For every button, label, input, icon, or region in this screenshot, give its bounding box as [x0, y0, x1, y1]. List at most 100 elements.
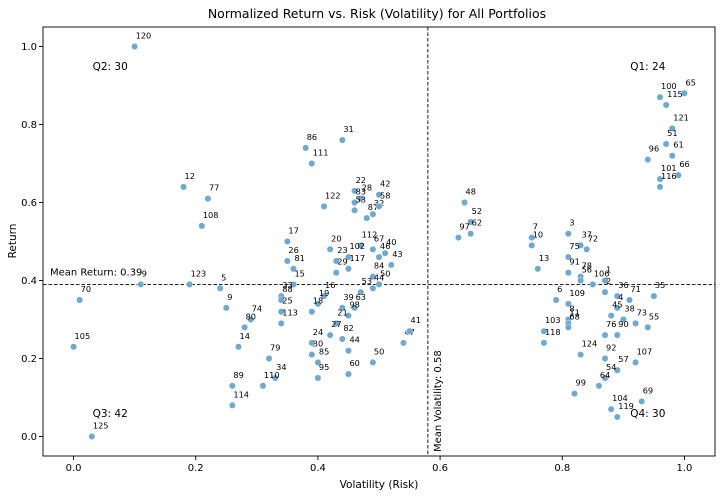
- data-point: [235, 343, 242, 351]
- point-label: 70: [81, 284, 91, 294]
- data-point: [332, 257, 340, 265]
- data-point: [601, 355, 609, 362]
- point-label: 102: [349, 241, 365, 251]
- point-label: 35: [655, 280, 665, 290]
- data-point: [290, 280, 297, 288]
- data-point: [247, 316, 255, 323]
- data-point: [632, 319, 639, 327]
- data-point: [662, 140, 670, 148]
- data-point: [369, 358, 377, 366]
- data-point: [375, 280, 383, 288]
- data-point: [406, 327, 413, 335]
- point-label: 40: [386, 237, 396, 247]
- quadrant-label: Q1: 24: [630, 61, 666, 73]
- data-point: [345, 370, 352, 378]
- point-label: 4: [618, 292, 623, 302]
- point-label: 97: [459, 222, 469, 232]
- point-label: 116: [661, 171, 677, 181]
- point-label: 105: [75, 331, 91, 341]
- point-label: 9: [227, 292, 232, 302]
- point-label: 91: [569, 257, 579, 267]
- point-label: 67: [374, 233, 384, 243]
- point-label: 26: [288, 245, 298, 255]
- data-point: [332, 319, 340, 327]
- point-label: 84: [374, 261, 384, 271]
- y-axis-label: Return: [7, 224, 19, 259]
- data-point: [467, 230, 475, 238]
- point-label: 95: [319, 362, 329, 372]
- mean-volatility-label: Mean Volatility: 0.58: [433, 350, 444, 452]
- data-point: [320, 202, 328, 210]
- data-point: [369, 284, 377, 292]
- point-label: 122: [325, 190, 341, 200]
- point-label: 80: [246, 311, 256, 321]
- data-point: [601, 331, 609, 339]
- data-point: [387, 261, 395, 269]
- point-label: 54: [606, 362, 616, 372]
- point-label: 11: [569, 307, 579, 317]
- point-label: 2: [606, 276, 611, 286]
- data-point: [283, 257, 291, 265]
- data-point: [577, 351, 584, 358]
- data-point: [564, 323, 572, 331]
- data-point: [76, 296, 84, 304]
- data-point: [571, 390, 578, 397]
- data-point: [564, 253, 572, 261]
- point-label: 22: [356, 175, 366, 185]
- data-point: [613, 304, 621, 312]
- data-point: [204, 195, 212, 203]
- y-tick-label: 0.6: [21, 198, 37, 209]
- data-point: [577, 241, 584, 249]
- point-label: 90: [618, 319, 628, 329]
- data-point: [308, 160, 316, 167]
- point-label: 48: [466, 187, 476, 197]
- data-point: [338, 335, 346, 343]
- data-point: [589, 280, 597, 288]
- point-label: 27: [331, 319, 341, 329]
- data-point: [338, 304, 346, 312]
- data-point: [626, 296, 633, 304]
- data-point: [540, 327, 548, 335]
- x-axis-label: Volatility (Risk): [340, 479, 419, 491]
- data-point: [595, 382, 603, 390]
- data-point: [345, 265, 352, 273]
- data-point: [534, 265, 542, 273]
- point-label: 114: [233, 389, 249, 399]
- data-point: [375, 202, 383, 210]
- data-point: [601, 374, 609, 382]
- data-point: [681, 89, 688, 97]
- point-label: 83: [356, 187, 366, 197]
- point-label: 73: [637, 307, 647, 317]
- point-label: 112: [362, 229, 378, 239]
- point-label: 118: [545, 327, 561, 337]
- x-tick-label: 0.0: [66, 463, 82, 474]
- point-label: 99: [575, 378, 585, 388]
- point-label: 44: [374, 272, 384, 282]
- quadrant-label: Q3: 42: [93, 408, 128, 420]
- data-point: [308, 351, 316, 358]
- point-label: 106: [594, 268, 610, 278]
- point-label: 63: [356, 292, 366, 302]
- point-label: 28: [362, 183, 372, 193]
- point-label: 72: [588, 233, 598, 243]
- data-point: [619, 316, 627, 323]
- point-label: 62: [472, 218, 482, 228]
- data-point: [351, 206, 358, 214]
- chart-title: Normalized Return vs. Risk (Volatility) …: [208, 6, 546, 21]
- point-label: 36: [618, 280, 628, 290]
- point-label: 53: [356, 194, 366, 204]
- point-label: 119: [618, 401, 634, 411]
- data-point: [552, 296, 560, 304]
- point-label: 9: [142, 268, 147, 278]
- point-label: 123: [191, 268, 207, 278]
- point-label: 69: [643, 385, 653, 395]
- point-label: 75: [569, 241, 579, 251]
- point-label: 53: [362, 276, 372, 286]
- point-label: 124: [582, 339, 598, 349]
- data-point: [528, 234, 536, 242]
- data-point: [290, 265, 297, 273]
- data-point: [314, 358, 322, 366]
- data-point: [345, 347, 352, 355]
- point-label: 66: [679, 159, 689, 169]
- quadrant-label: Q4: 30: [630, 408, 665, 420]
